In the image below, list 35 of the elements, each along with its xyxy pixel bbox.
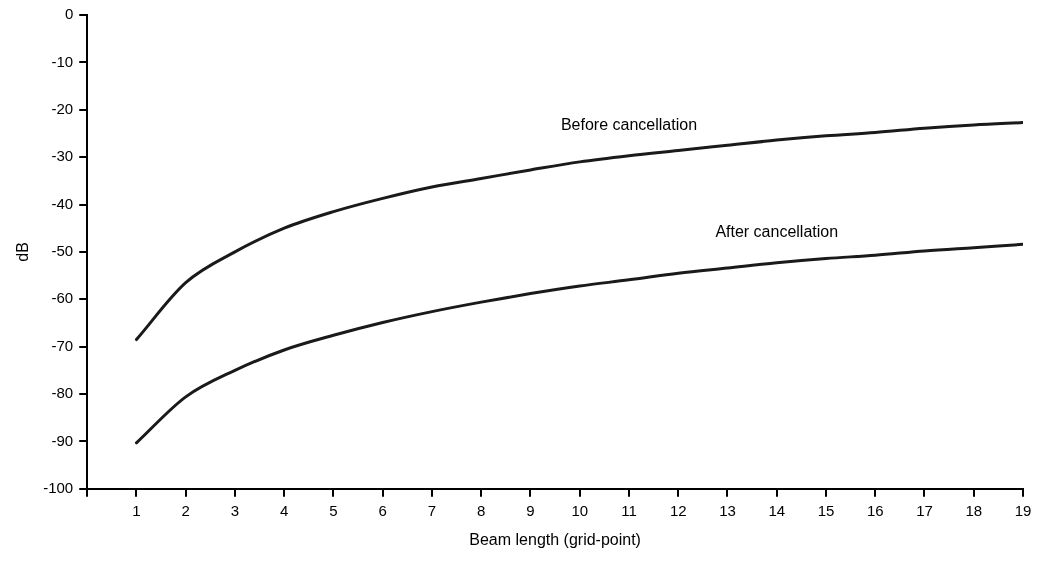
x-tick-label: 17: [916, 501, 933, 519]
y-tick-label: -90: [51, 431, 74, 449]
x-tick-label: 7: [427, 501, 437, 519]
y-tick-label: -60: [51, 289, 74, 307]
y-tick-label: -70: [51, 336, 74, 354]
x-axis-title: Beam length (grid-point): [469, 530, 641, 548]
x-tick-label: 9: [526, 501, 535, 519]
x-tick-label: 8: [477, 501, 486, 519]
y-tick-label: -100: [43, 478, 74, 496]
x-tick-label: 6: [378, 501, 387, 519]
x-tick-label: 19: [1014, 501, 1032, 519]
x-tick-label: 16: [866, 501, 884, 519]
x-tick-label: 15: [817, 501, 835, 519]
y-tick-label: -40: [51, 194, 74, 212]
y-tick-label: -50: [51, 242, 74, 260]
y-tick-label: 0: [64, 5, 74, 23]
y-tick-label: -10: [51, 52, 74, 70]
x-tick-label: 5: [329, 501, 338, 519]
x-tick-label: 4: [280, 501, 289, 519]
x-tick-label: 10: [571, 501, 589, 519]
y-tick-label: -20: [51, 99, 74, 117]
y-axis-title: dB: [14, 242, 32, 262]
y-tick-label: -30: [51, 147, 74, 165]
x-tick-label: 14: [768, 501, 786, 519]
y-tick-label: -80: [51, 384, 74, 402]
series-label: Before cancellation: [560, 116, 698, 134]
x-tick-label: 18: [965, 501, 983, 519]
line-series: [134, 242, 1023, 445]
x-tick-label: 3: [230, 501, 240, 519]
x-tick-label: 12: [669, 501, 687, 519]
x-tick-label: 2: [181, 501, 190, 519]
x-tick-label: 1: [132, 501, 141, 519]
x-tick-label: 13: [719, 501, 736, 519]
series-label: After cancellation: [715, 223, 839, 241]
x-tick-label: 11: [621, 501, 637, 519]
